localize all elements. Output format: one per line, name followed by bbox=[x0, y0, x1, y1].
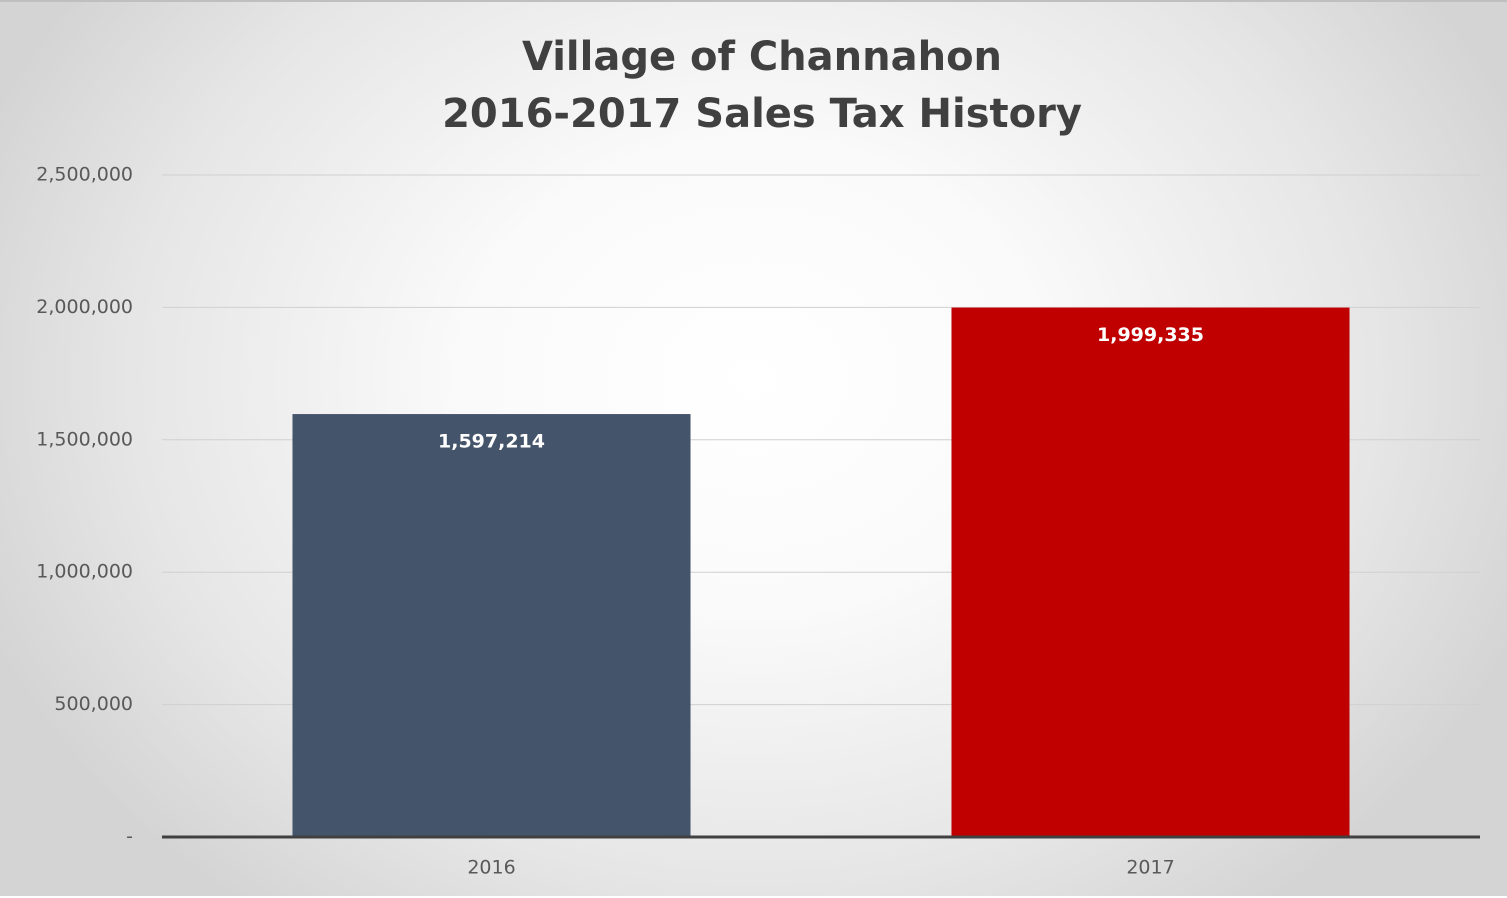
x-tick-label: 2016 bbox=[467, 857, 515, 879]
y-tick-label: - bbox=[126, 826, 133, 848]
y-tick-label: 1,000,000 bbox=[36, 561, 133, 583]
chart-title: 2016-2017 Sales Tax History bbox=[442, 91, 1082, 137]
bar bbox=[951, 307, 1350, 838]
y-tick-label: 500,000 bbox=[54, 693, 133, 715]
data-label: 1,999,335 bbox=[1097, 324, 1204, 346]
chart-title: Village of Channahon bbox=[522, 34, 1002, 80]
x-tick-label: 2017 bbox=[1126, 857, 1174, 879]
bar bbox=[292, 414, 691, 837]
data-label: 1,597,214 bbox=[438, 431, 545, 453]
y-tick-label: 2,000,000 bbox=[36, 296, 133, 318]
y-tick-label: 1,500,000 bbox=[36, 428, 133, 450]
y-tick-label: 2,500,000 bbox=[36, 164, 133, 186]
